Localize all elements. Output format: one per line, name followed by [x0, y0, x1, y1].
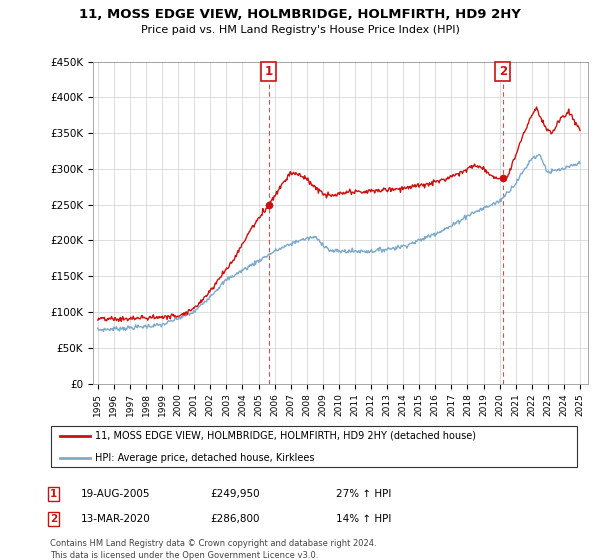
Text: This data is licensed under the Open Government Licence v3.0.: This data is licensed under the Open Gov…: [50, 551, 318, 560]
Text: £286,800: £286,800: [210, 514, 260, 524]
Text: 2: 2: [499, 65, 507, 78]
Text: 1: 1: [50, 489, 57, 499]
Text: 2: 2: [50, 514, 57, 524]
Text: 11, MOSS EDGE VIEW, HOLMBRIDGE, HOLMFIRTH, HD9 2HY (detached house): 11, MOSS EDGE VIEW, HOLMBRIDGE, HOLMFIRT…: [95, 431, 476, 441]
Text: 13-MAR-2020: 13-MAR-2020: [81, 514, 151, 524]
Text: 1: 1: [265, 65, 273, 78]
Text: 27% ↑ HPI: 27% ↑ HPI: [336, 489, 391, 499]
Text: 19-AUG-2005: 19-AUG-2005: [81, 489, 151, 499]
Text: 14% ↑ HPI: 14% ↑ HPI: [336, 514, 391, 524]
Text: £249,950: £249,950: [210, 489, 260, 499]
Text: Price paid vs. HM Land Registry's House Price Index (HPI): Price paid vs. HM Land Registry's House …: [140, 25, 460, 35]
FancyBboxPatch shape: [51, 426, 577, 467]
Text: 11, MOSS EDGE VIEW, HOLMBRIDGE, HOLMFIRTH, HD9 2HY: 11, MOSS EDGE VIEW, HOLMBRIDGE, HOLMFIRT…: [79, 8, 521, 21]
Text: HPI: Average price, detached house, Kirklees: HPI: Average price, detached house, Kirk…: [95, 453, 314, 463]
Text: Contains HM Land Registry data © Crown copyright and database right 2024.: Contains HM Land Registry data © Crown c…: [50, 539, 376, 548]
